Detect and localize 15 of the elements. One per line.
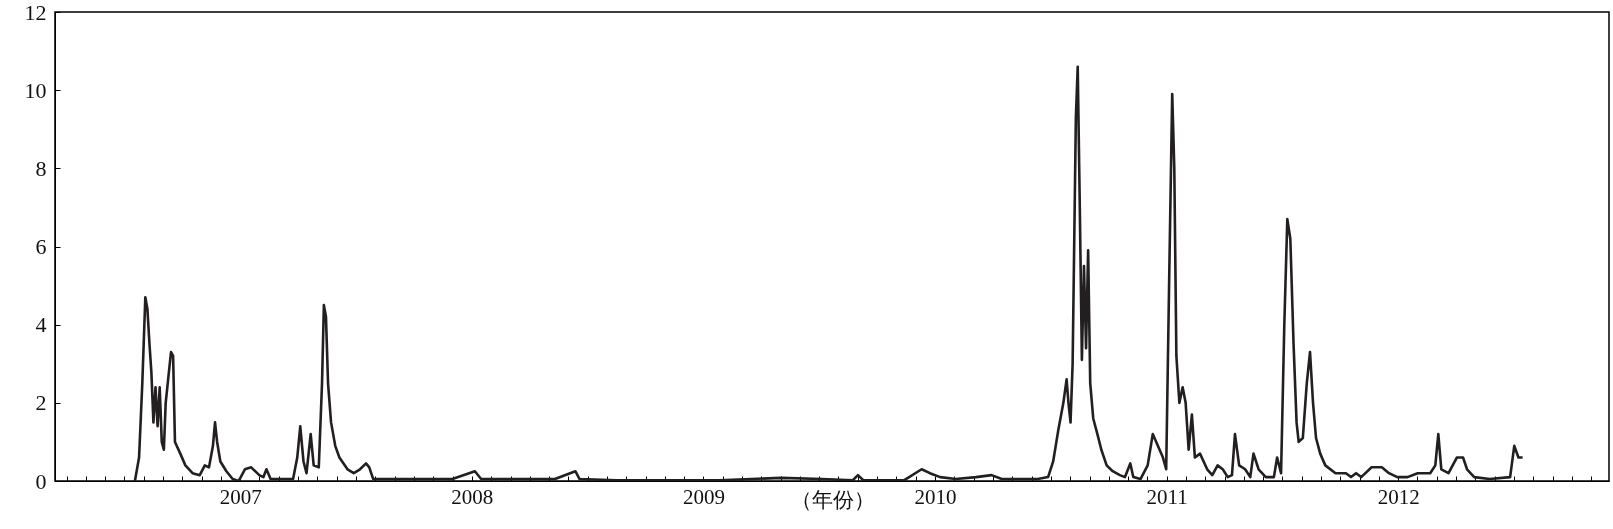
x-tick-label: 2012 [1377,484,1420,509]
y-tick-label: 2 [35,390,47,416]
y-tick-label: 10 [24,77,47,103]
y-tick-label: 0 [35,468,47,494]
x-tick-label: 2008 [451,484,494,509]
x-tick-label: 2010 [914,484,957,509]
x-tick-label: 2009 [682,484,725,509]
x-tick-label: 2007 [219,484,262,509]
y-tick-label: 6 [35,234,47,259]
line-series [133,65,1524,481]
x-axis-title: （年份） [790,487,875,512]
x-tick-label: 2011 [1146,484,1188,509]
y-tick-label: 8 [35,155,47,181]
y-tick-label: 4 [35,312,47,338]
y-tick-label: 12 [24,0,47,25]
